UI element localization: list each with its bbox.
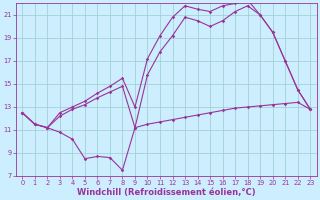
X-axis label: Windchill (Refroidissement éolien,°C): Windchill (Refroidissement éolien,°C) bbox=[77, 188, 256, 197]
